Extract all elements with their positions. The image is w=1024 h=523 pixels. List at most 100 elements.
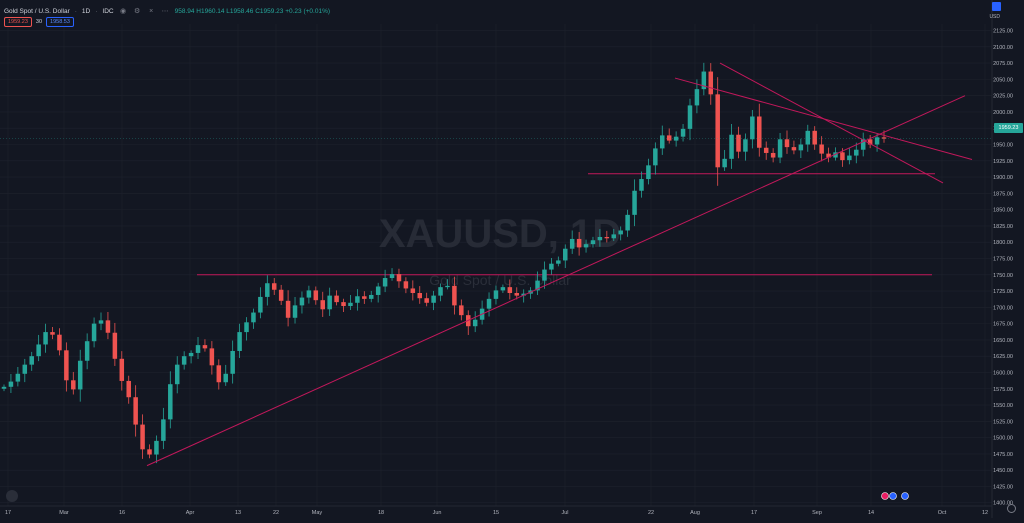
candle-body — [43, 332, 48, 345]
event-markers[interactable] — [881, 492, 909, 500]
candle — [382, 269, 388, 293]
price-tick-label: 2075.00 — [993, 61, 1013, 67]
candle-body — [646, 165, 651, 180]
price-tick-label: 1800.00 — [993, 240, 1013, 246]
candle-body — [1, 386, 7, 389]
candle-body — [299, 297, 305, 306]
candle-body — [576, 238, 582, 248]
candle-body — [611, 234, 617, 239]
candle-body — [424, 298, 429, 303]
candle — [819, 136, 824, 162]
price-tick-label: 1625.00 — [993, 354, 1013, 360]
candle — [8, 374, 14, 394]
candle — [1, 384, 7, 392]
price-tick-label: 1950.00 — [993, 143, 1013, 149]
candle-body — [285, 300, 291, 318]
candle — [313, 286, 319, 305]
candle-body — [500, 287, 506, 291]
time-tick-label: 18 — [378, 510, 384, 516]
time-tick-label: Oct — [938, 510, 947, 516]
candle — [43, 323, 48, 353]
time-tick-label: Sep — [812, 510, 822, 516]
candle-body — [22, 364, 28, 374]
candle — [507, 279, 513, 300]
eye-icon[interactable]: ◉ — [120, 8, 127, 15]
indicator-value-1[interactable]: 1959.23 — [4, 17, 32, 27]
candle — [535, 271, 540, 295]
candle — [618, 226, 623, 241]
candle — [625, 209, 630, 237]
horizontal-levels[interactable] — [197, 173, 935, 276]
candle — [216, 359, 222, 390]
candle — [306, 285, 312, 304]
candle-body — [341, 302, 346, 307]
time-tick-label: 17 — [751, 510, 757, 516]
candle — [188, 350, 194, 364]
price-axis[interactable]: 1400.00 1425.00 1450.00 1475.00 1500.00 1525.… — [991, 0, 1013, 518]
close-icon[interactable]: × — [149, 7, 154, 15]
price-tick-label: 1450.00 — [993, 468, 1013, 474]
candle-body — [493, 290, 499, 299]
candle — [29, 351, 34, 371]
candle-body — [36, 344, 41, 357]
candles — [1, 62, 887, 464]
trading-view-logo-icon[interactable] — [6, 490, 18, 502]
candle — [736, 126, 741, 159]
candle — [424, 292, 429, 307]
candle-body — [258, 296, 263, 313]
candle-body — [784, 139, 790, 148]
candle — [258, 287, 263, 319]
dot-separator: · — [95, 7, 98, 15]
currency-icon[interactable] — [992, 2, 1001, 11]
candle — [161, 407, 166, 450]
candle — [569, 230, 575, 254]
more-icon[interactable]: ⋯ — [161, 8, 169, 15]
candle — [583, 239, 589, 253]
axis-settings-icon[interactable] — [1007, 504, 1016, 513]
candle — [854, 142, 859, 164]
candle-body — [563, 248, 568, 261]
settings-icon[interactable]: ⚙ — [133, 8, 141, 15]
interval-label[interactable]: 1D — [81, 7, 91, 15]
candle-body — [604, 236, 610, 239]
price-tick-label: 1475.00 — [993, 452, 1013, 458]
candle — [666, 128, 672, 144]
candle — [389, 268, 395, 281]
time-axis[interactable]: 17 Mar 16 Apr 13 22 May 18 Jun 15 Jul 22 Aug 17 Sep 14 O… — [0, 505, 992, 516]
candle — [77, 349, 83, 402]
candle — [770, 148, 776, 163]
candle-body — [57, 334, 62, 351]
trendlines[interactable] — [0, 62, 992, 467]
candle-body — [438, 287, 443, 296]
candle — [299, 291, 305, 314]
candle-body — [77, 360, 83, 390]
indicator-value-2[interactable]: 1958.53 — [46, 17, 74, 27]
candle — [874, 133, 880, 152]
candle-body — [368, 294, 374, 299]
candle — [174, 356, 180, 394]
candle-body — [188, 352, 194, 357]
candle-body — [597, 236, 603, 241]
price-tick-label: 1750.00 — [993, 273, 1013, 279]
candle-body — [362, 296, 367, 299]
time-tick-label: 12 — [982, 510, 988, 516]
symbol-title: Gold Spot / U.S. Dollar — [4, 7, 70, 15]
candle-body — [396, 274, 402, 282]
candle-body — [403, 281, 409, 289]
time-tick-label: 16 — [119, 510, 125, 516]
time-tick-label: Jul — [561, 510, 568, 516]
candle-body — [549, 263, 554, 270]
candle — [563, 244, 568, 268]
event-marker-icon — [881, 492, 889, 500]
candle-body — [29, 356, 34, 365]
candle-body — [174, 364, 180, 385]
candle — [812, 126, 817, 150]
candle — [576, 232, 582, 256]
candle-body — [168, 384, 173, 420]
time-tick-label: 22 — [648, 510, 654, 516]
candle-body — [673, 136, 679, 141]
price-tick-label: 2000.00 — [993, 110, 1013, 116]
candle — [50, 327, 55, 340]
